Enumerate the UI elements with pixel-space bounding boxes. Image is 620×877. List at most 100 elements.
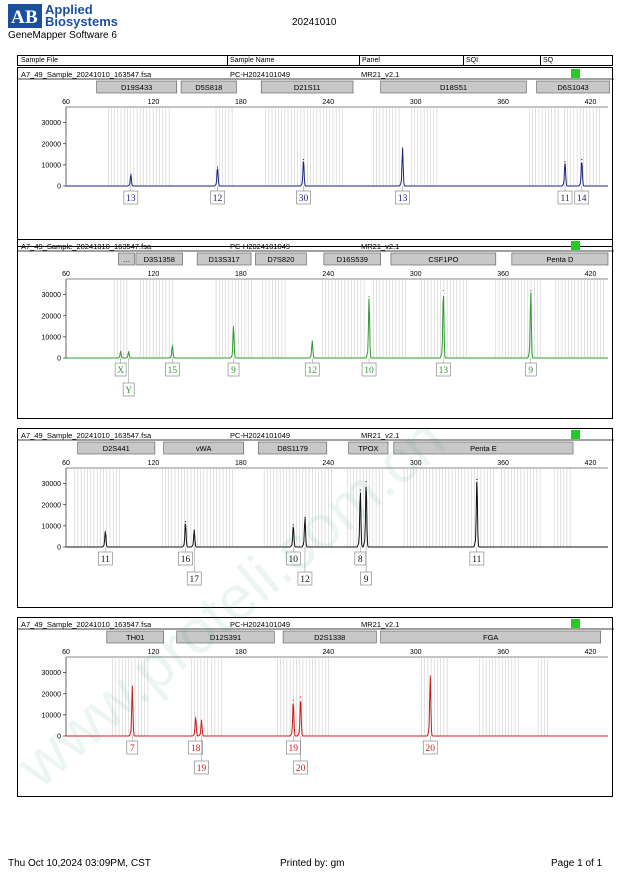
col-sqi: SQI: [466, 57, 479, 64]
signal-trace: [66, 292, 608, 359]
locus-marker: [180, 80, 237, 94]
peak-apex: [429, 675, 431, 677]
applied-biosystems-logo-icon: A B: [8, 4, 42, 28]
locus-marker-label: vWA: [196, 444, 212, 453]
locus-marker-label: D12S391: [210, 633, 241, 642]
y-tick-label: 0: [57, 545, 61, 552]
peak-apex: [232, 325, 235, 327]
locus-marker: [163, 441, 245, 455]
allele-label-box: [210, 190, 225, 205]
y-tick-label: 20000: [42, 691, 62, 698]
peak-apex: [292, 699, 294, 701]
locus-marker: [380, 80, 527, 94]
electropherogram-panel-black: A7_49_Sample_20241010_163547.fsa PC-H2024…: [17, 428, 614, 608]
sample-name: PC-H2024101049: [230, 70, 290, 79]
allele-label-box: [524, 362, 537, 377]
allele-label-box: [297, 571, 313, 586]
allele-label-box: [227, 362, 240, 377]
peak-apex: [311, 340, 313, 342]
x-tick-label: 420: [585, 460, 597, 467]
panel-name: MR21_v2.1: [361, 431, 399, 440]
allele-label-box: [126, 740, 139, 755]
peak-apex: [104, 530, 106, 532]
x-tick-label: 60: [62, 649, 70, 656]
y-tick-label: 10000: [42, 712, 62, 719]
x-tick-label: 120: [148, 460, 160, 467]
locus-marker: [393, 441, 574, 455]
quality-indicator: [571, 241, 580, 250]
electropherogram-panel-red: A7_49_Sample_20241010_163547.fsa PC-H2024…: [17, 617, 614, 797]
x-tick-label: 120: [148, 271, 160, 278]
allele-label: Y: [125, 386, 132, 396]
x-tick-label: 180: [235, 99, 247, 106]
locus-marker-label: D21S11: [294, 83, 321, 92]
allele-label-box: [422, 740, 438, 755]
x-tick-label: 240: [322, 271, 334, 278]
allele-label: 10: [289, 555, 299, 565]
locus-marker-label: D2S1338: [314, 633, 345, 642]
allele-label-box: [293, 760, 308, 775]
peak-apex: [581, 159, 583, 161]
svg-text:B: B: [25, 7, 38, 28]
x-tick-label: 240: [322, 460, 334, 467]
locus-marker-label: FGA: [483, 633, 498, 642]
y-tick-label: 10000: [42, 334, 62, 341]
locus-marker-label: D8S1179: [277, 444, 308, 453]
y-tick-label: 0: [57, 734, 61, 741]
footer-page: Page 1 of 1: [551, 858, 603, 869]
sample-name: PC-H2024101049: [230, 242, 290, 251]
footer-datetime: Thu Oct 10,2024 03:09PM, CST: [8, 858, 151, 869]
allele-bin-group: [112, 657, 548, 736]
allele-label-box: [360, 571, 372, 586]
y-tick-label: 20000: [42, 141, 62, 148]
peak-apex: [216, 166, 219, 168]
panel-name: MR21_v2.1: [361, 70, 399, 79]
x-tick-label: 420: [585, 271, 597, 278]
locus-marker: [77, 441, 156, 455]
locus-marker: [258, 441, 328, 455]
panel-name: MR21_v2.1: [361, 620, 399, 629]
allele-label: 19: [289, 744, 299, 754]
allele-label-box: [178, 551, 193, 566]
allele-label-box: [469, 551, 485, 566]
allele-label-box: [395, 190, 410, 205]
locus-marker-label: TPOX: [358, 444, 378, 453]
allele-label: 7: [130, 744, 135, 754]
locus-marker-label: D5S818: [195, 83, 222, 92]
x-tick-label: 60: [62, 460, 70, 467]
allele-label-box: [436, 362, 451, 377]
locus-marker: [390, 252, 497, 266]
locus-marker: [106, 630, 164, 644]
allele-label-box: [304, 362, 320, 377]
locus-marker-label: D18S51: [440, 83, 467, 92]
locus-marker-label: D13S317: [208, 255, 239, 264]
locus-marker: [380, 630, 602, 644]
electropherogram-green: A7_49_Sample_20241010_163547.fsa PC-H2024…: [18, 241, 614, 397]
locus-marker: [118, 252, 135, 266]
allele-label: 11: [560, 194, 569, 204]
sample-name: PC-H2024101049: [230, 431, 290, 440]
allele-label: 13: [439, 366, 449, 376]
sample-file-name: A7_49_Sample_20241010_163547.fsa: [21, 431, 152, 440]
peak-apex: [299, 696, 302, 698]
allele-bin-group: [108, 107, 600, 186]
allele-label: 12: [213, 194, 223, 204]
allele-label-box: [354, 551, 367, 566]
allele-label: 9: [364, 575, 369, 585]
peak-apex: [365, 480, 367, 483]
peak-apex: [530, 289, 532, 292]
sample-file-name: A7_49_Sample_20241010_163547.fsa: [21, 242, 152, 251]
locus-marker: [323, 252, 382, 266]
x-tick-label: 300: [410, 649, 422, 656]
allele-label: 18: [191, 744, 201, 754]
col-sample-name: Sample Name: [230, 57, 275, 64]
allele-label: 11: [101, 555, 110, 565]
allele-label-box: [194, 760, 209, 775]
allele-label-box: [285, 551, 301, 566]
x-tick-label: 240: [322, 99, 334, 106]
allele-bin-group: [113, 279, 604, 358]
y-tick-label: 30000: [42, 292, 62, 299]
y-tick-label: 10000: [42, 162, 62, 169]
allele-label-box: [114, 362, 127, 377]
locus-marker-label: D16S539: [337, 255, 368, 264]
